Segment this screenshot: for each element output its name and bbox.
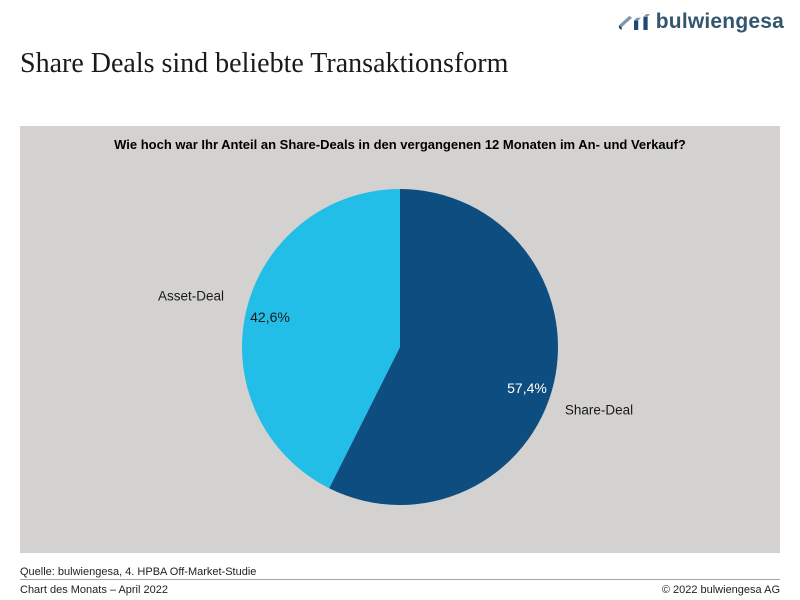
- bar-chart-logo-icon: [618, 13, 650, 30]
- bulwiengesa-logo: bulwiengesa: [618, 8, 784, 35]
- slice-value-asset-deal: 42,6%: [250, 309, 290, 325]
- chart-panel: Wie hoch war Ihr Anteil an Share-Deals i…: [20, 126, 780, 553]
- slice-label-asset-deal: Asset-Deal: [157, 288, 225, 304]
- pie-chart: [241, 189, 558, 506]
- footer-series-label: Chart des Monats – April 2022: [20, 584, 168, 596]
- footer-divider: [20, 579, 780, 580]
- footer-copyright: © 2022 bulwiengesa AG: [661, 584, 780, 596]
- pie-slice-share-deal: [329, 189, 558, 506]
- slice-value-share-deal: 57,4%: [507, 380, 547, 396]
- slice-label-share-deal: Share-Deal: [564, 402, 634, 418]
- pie-slice-asset-deal: [241, 189, 400, 489]
- footer-row: Chart des Monats – April 2022 © 2022 bul…: [20, 584, 780, 596]
- page-title: Share Deals sind beliebte Transaktionsfo…: [20, 48, 509, 79]
- source-note: Quelle: bulwiengesa, 4. HPBA Off-Market-…: [20, 566, 257, 578]
- logo-text: bulwiengesa: [655, 9, 784, 33]
- chart-question-title: Wie hoch war Ihr Anteil an Share-Deals i…: [114, 137, 686, 152]
